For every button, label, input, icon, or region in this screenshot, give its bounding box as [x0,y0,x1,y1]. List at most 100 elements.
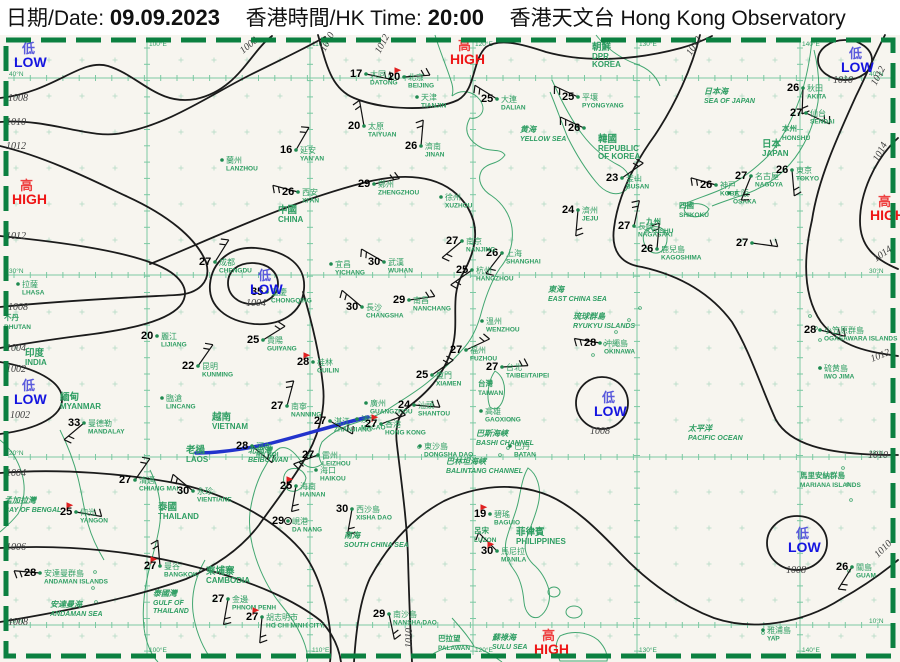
observatory-title: 香港天文台 Hong Kong Observatory [509,7,846,30]
station-name-zh: 蘭州 [226,155,242,165]
wind-barb [339,289,363,308]
island-dot [638,306,642,310]
place-taiwan: 台灣 TAIWAN [478,378,503,397]
lon-label: 120°E [475,40,493,48]
station-name-zh: 大連 [501,94,517,104]
place-south-china-sea: 南海 SOUTH CHINA SEA [344,531,409,549]
place-en: SHIKOKU [679,212,709,219]
station-dot [801,86,805,90]
place-balintang-channel: 巴林坦海峽 BALINTANG CHANNEL [446,457,523,475]
chart-header: 日期/Date: 09.09.2023 香港時間/HK Time: 20:00 … [6,2,898,34]
isobar-path [227,262,279,305]
wind-barb [573,337,601,347]
station-dot [286,519,290,523]
station-value: 27 [212,593,224,605]
station-name-zh: 西沙島 [356,504,380,514]
station-name-zh: 汕頭 [418,400,434,410]
isobar-value-label: 1002 [10,410,30,421]
station-dot [818,328,822,332]
place-zh: 印度 [25,347,45,359]
station-value: 30 [346,301,358,313]
place-en: LUZON [474,537,497,544]
lat-label: 40°N [9,70,24,78]
date-value: 09.09.2023 [109,5,220,30]
station-value: 29 [272,515,284,527]
station-dot [727,191,731,195]
isobar-value-label: 1002 [6,364,26,375]
isobar-value-label: 1004 [6,343,26,354]
island-dot [506,446,510,450]
place-bay-of-bengal: 孟加拉灣 BAY OF BENGAL [4,496,61,514]
station-name-en: OSAKA [733,199,757,206]
station-name-en: HANGZHOU [476,276,514,283]
station-value: 27 [735,170,747,182]
place-en: LAOS [186,455,209,464]
station-dot [387,612,391,616]
station-dot [508,444,512,448]
place-east-china-sea: 東海 EAST CHINA SEA [548,285,607,303]
lat-label: 20°N [9,449,24,457]
station-name-zh: 濟南 [425,141,441,151]
station-dot [379,422,383,426]
place-en2: OF KOREA [598,152,640,161]
station-dot [749,174,753,178]
station-name-en: NAGOYA [755,182,783,189]
pressure-en: HIGH [450,51,485,67]
station-name-en: GUILIN [317,368,339,375]
station-dot [460,239,464,243]
station-dot [576,95,580,99]
pressure-zh: 低 [795,526,809,541]
isobars [0,34,899,662]
station-value: 35 [251,286,263,298]
isobar-value-label: 1010 [833,75,853,86]
station-dot [439,195,443,199]
station-name-zh: 清邁 [139,475,155,485]
station-dot [220,158,224,162]
red-city-marker [303,352,311,360]
station-name-en: YANGON [80,518,108,525]
place-en: VIETNAM [212,422,248,431]
place-luzon: 呂宋 LUZON [474,525,497,544]
station-value: 26 [700,179,712,191]
station-name-en: BEIJING [408,83,434,90]
station-value: 27 [144,560,156,572]
station-name-en: DALIAN [501,105,526,112]
coastline [487,370,505,410]
place-zh: 蘇祿海 [491,633,518,642]
lon-label: 120°E [475,646,493,654]
pressure-zh: 低 [21,41,35,56]
place-zh: 太平洋 [687,424,714,433]
station-value: 27 [314,415,326,427]
wind-barb [380,409,406,425]
station-name-en: MANILA [501,557,527,564]
wind-barb [819,328,846,337]
island-dot [841,466,845,470]
station-dot [350,507,354,511]
station-name-en: NANNING [291,412,321,419]
wind-barb [251,445,275,464]
coastline [547,586,561,598]
coastline [711,49,820,207]
station-name-en: TOKYO [796,176,819,183]
station-name-zh: 南寧 [291,401,307,411]
place-en: ANDAMAN SEA [49,611,103,618]
station-name-en: CHANGSHA [366,313,404,320]
map-border [3,37,896,659]
